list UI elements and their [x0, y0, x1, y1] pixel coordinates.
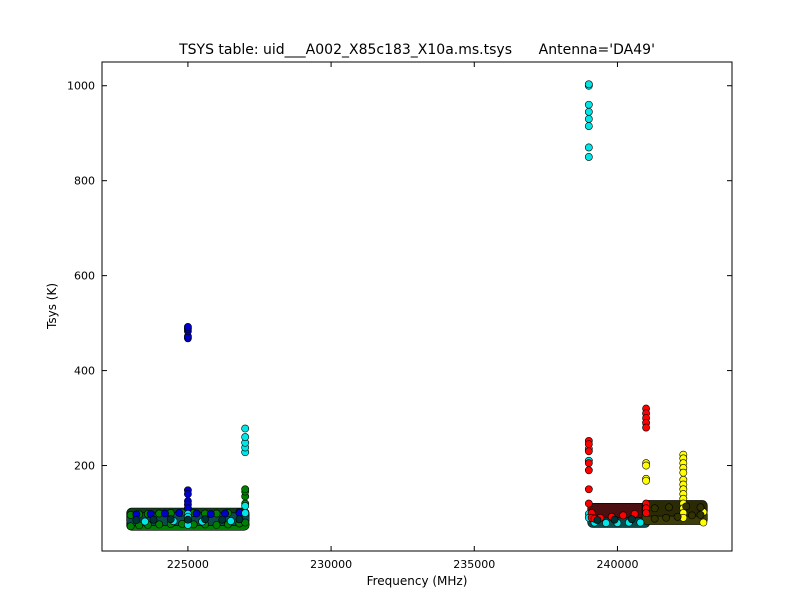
- data-point-s5-5: [218, 515, 227, 524]
- data-point-s2-17: [241, 501, 250, 510]
- y-tick-label-4: 1000: [67, 80, 95, 93]
- x-axis-ticks: 225000 230000 235000 240000: [167, 62, 638, 571]
- data-point-s5-6: [235, 515, 244, 524]
- data-point-s3-4: [584, 466, 593, 475]
- data-point-s3-1: [584, 440, 593, 449]
- data-point-s1-14: [192, 509, 201, 518]
- data-point-s6-0: [650, 514, 659, 523]
- data-point-s2-1: [584, 143, 593, 152]
- data-point-s4-1: [642, 461, 650, 470]
- data-point-s5-2: [166, 515, 175, 524]
- data-point-s2-5: [584, 100, 593, 109]
- data-point-s0-26: [241, 485, 250, 494]
- data-point-s0-6: [155, 520, 164, 529]
- data-point-s3-3: [584, 459, 593, 468]
- y-tick-label-3: 800: [74, 175, 95, 188]
- data-point-s6-3: [688, 511, 696, 520]
- data-point-s2-12: [241, 424, 250, 433]
- data-point-s2-22: [141, 517, 149, 526]
- data-point-s2-3: [584, 115, 593, 123]
- data-point-s3-18: [642, 423, 650, 432]
- data-point-s5-4: [201, 515, 209, 524]
- data-point-s1-15: [206, 510, 215, 518]
- data-point-s5-7: [593, 516, 602, 525]
- data-point-s5-9: [627, 515, 636, 524]
- data-point-s4-8: [679, 468, 688, 477]
- data-point-s4-18: [699, 518, 708, 527]
- y-axis-ticks: 200 400 600 800 1000: [67, 80, 732, 473]
- data-point-s6-1: [662, 513, 671, 522]
- x-axis-label: Frequency (MHz): [367, 574, 468, 588]
- data-point-s2-27: [602, 519, 610, 527]
- x-tick-label-1: 230000: [310, 558, 352, 571]
- data-point-s0-0: [126, 522, 135, 531]
- data-point-s5-0: [132, 516, 141, 525]
- data-point-s0-22: [241, 518, 250, 527]
- data-point-s5-1: [149, 515, 158, 524]
- data-point-s6-2: [673, 512, 682, 521]
- data-point-s2-4: [584, 107, 593, 116]
- data-point-s3-12: [619, 511, 628, 520]
- y-tick-label-2: 600: [74, 270, 95, 283]
- x-tick-label-0: 225000: [167, 558, 209, 571]
- y-tick-label-1: 400: [74, 365, 95, 378]
- x-tick-label-3: 240000: [596, 558, 638, 571]
- data-point-s2-11: [241, 433, 250, 441]
- data-point-s0-16: [212, 520, 221, 529]
- data-point-s2-30: [636, 518, 645, 527]
- data-point-s2-2: [584, 122, 593, 130]
- data-point-s2-16: [241, 509, 250, 517]
- data-point-s3-5: [584, 485, 593, 494]
- plot-frame: [101, 61, 733, 552]
- data-point-s2-25: [226, 517, 235, 525]
- y-tick-label-0: 200: [74, 460, 95, 473]
- data-point-s1-4: [184, 323, 192, 331]
- data-point-s6-8: [696, 503, 705, 512]
- data-point-s5-3: [184, 515, 192, 524]
- data-point-s1-12: [161, 509, 169, 518]
- data-point-s6-5: [650, 504, 659, 513]
- chart-title: TSYS table: uid___A002_X85c183_X10a.ms.t…: [178, 42, 655, 58]
- data-point-s2-0: [584, 153, 593, 161]
- data-point-s6-4: [696, 511, 705, 519]
- data-point-s3-6: [584, 499, 593, 508]
- data-points-layer: [126, 80, 708, 531]
- data-point-s5-8: [610, 515, 619, 524]
- data-point-s6-7: [682, 502, 691, 511]
- y-axis-label: Tsys (K): [45, 283, 59, 330]
- data-point-s6-6: [665, 503, 673, 512]
- x-tick-label-2: 235000: [453, 558, 495, 571]
- data-point-s3-21: [642, 509, 650, 517]
- data-point-s3-2: [584, 447, 593, 456]
- data-point-s1-6: [184, 490, 192, 498]
- data-point-s4-3: [642, 476, 650, 485]
- data-point-s1-13: [175, 509, 184, 517]
- data-point-s2-7: [584, 80, 593, 89]
